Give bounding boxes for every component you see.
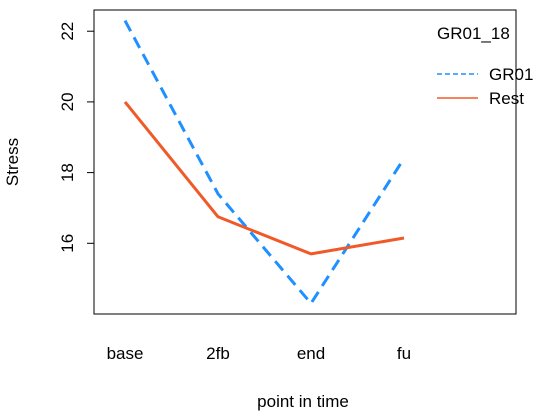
x-tick-label: fu xyxy=(397,344,411,363)
y-tick-label: 16 xyxy=(58,234,77,253)
legend-title: GR01_18 xyxy=(437,24,510,43)
y-axis-label: Stress xyxy=(3,138,22,186)
x-axis: base 2fb end fu xyxy=(107,344,412,363)
y-axis: 16 18 20 22 xyxy=(58,22,94,253)
x-tick-label: base xyxy=(107,344,144,363)
y-tick-label: 22 xyxy=(58,22,77,41)
y-tick-label: 20 xyxy=(58,92,77,111)
x-axis-label: point in time xyxy=(257,392,349,411)
legend: GR01_18 GR01 Rest xyxy=(437,24,533,108)
x-tick-label: 2fb xyxy=(206,344,230,363)
legend-label-gr01: GR01 xyxy=(489,65,533,84)
series-line-rest xyxy=(123,100,405,256)
x-tick-label: end xyxy=(297,344,325,363)
series-layer xyxy=(123,19,406,305)
y-tick-label: 18 xyxy=(58,163,77,182)
legend-label-rest: Rest xyxy=(489,89,524,108)
plot-area-frame xyxy=(93,9,517,315)
series-line-gr01 xyxy=(123,19,406,305)
